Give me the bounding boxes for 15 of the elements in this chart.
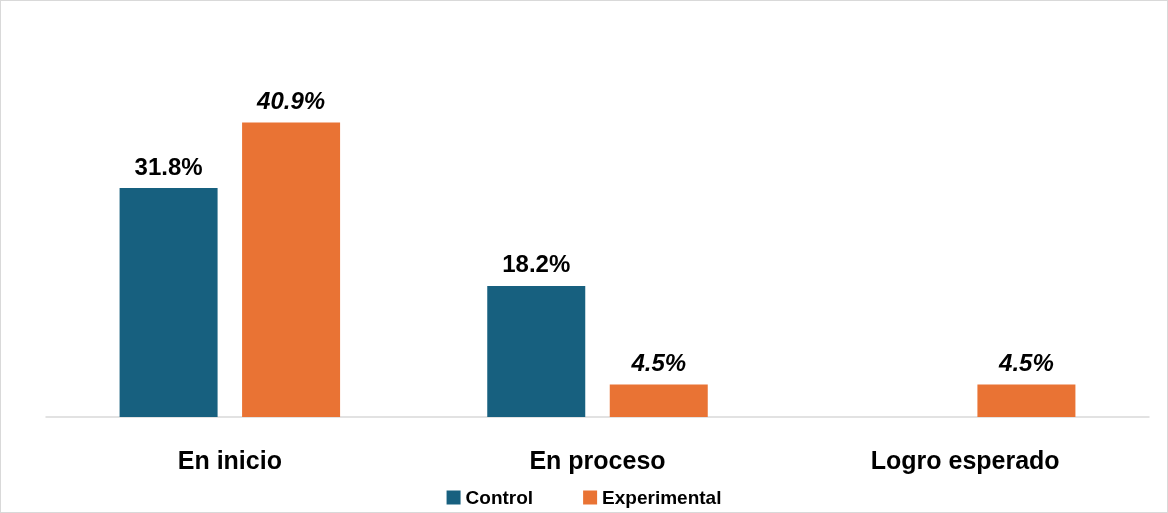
bar bbox=[977, 384, 1076, 417]
legend-label: Experimental bbox=[602, 487, 722, 508]
bar bbox=[487, 285, 586, 417]
data-label: 18.2% bbox=[502, 250, 571, 278]
legend-label: Control bbox=[465, 487, 534, 508]
x-tick-label: Logro esperado bbox=[870, 445, 1060, 474]
data-label: 4.5% bbox=[630, 349, 687, 377]
bar bbox=[242, 122, 341, 417]
bar bbox=[119, 188, 218, 417]
bar bbox=[609, 384, 708, 417]
data-label: 4.5% bbox=[998, 349, 1054, 377]
x-tick-label: En proceso bbox=[529, 445, 666, 474]
data-label: 40.9% bbox=[256, 87, 326, 115]
data-label: 31.8% bbox=[134, 152, 203, 180]
x-tick-label: En inicio bbox=[177, 445, 282, 474]
